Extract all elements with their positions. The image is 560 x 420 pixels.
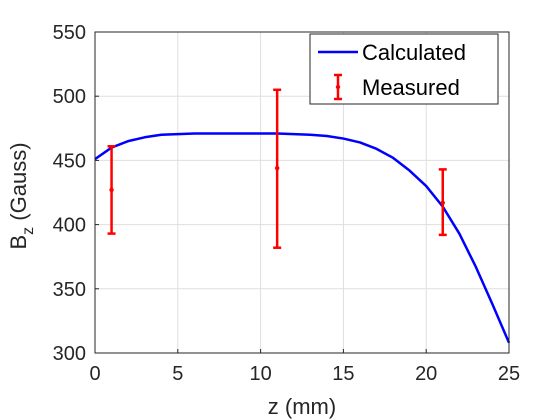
legend-label-measured: Measured bbox=[362, 75, 460, 100]
x-tick-label: 15 bbox=[332, 363, 354, 385]
ticks bbox=[94, 31, 510, 354]
x-tick-label: 25 bbox=[498, 363, 520, 385]
errorbar-measured bbox=[438, 168, 447, 237]
x-tick-label: 5 bbox=[172, 363, 183, 385]
x-tick-label: 0 bbox=[89, 363, 100, 385]
measured-point bbox=[440, 200, 445, 205]
legend: Calculated Measured bbox=[309, 33, 499, 105]
x-tick-label: 20 bbox=[415, 363, 437, 385]
tick-labels: 0 5 10 15 20 25 300 350 400 450 500 550 bbox=[53, 22, 521, 385]
y-tick-label: 450 bbox=[53, 150, 86, 172]
y-tick-label: 550 bbox=[53, 22, 86, 44]
legend-label-calculated: Calculated bbox=[362, 40, 466, 65]
measured-point bbox=[274, 165, 280, 171]
y-tick-label: 500 bbox=[53, 86, 86, 108]
y-axis-title-base: B bbox=[6, 235, 31, 250]
y-tick-label: 400 bbox=[53, 215, 86, 237]
y-axis-title-subscript: z bbox=[20, 227, 37, 235]
series-layer bbox=[94, 88, 511, 344]
series-line-calculated bbox=[94, 132, 511, 344]
legend-box bbox=[309, 33, 499, 105]
y-tick-label: 300 bbox=[53, 343, 86, 365]
errorbar-measured bbox=[107, 145, 116, 235]
legend-marker-measured bbox=[335, 84, 341, 90]
measured-point bbox=[109, 187, 114, 193]
y-axis-title-rest: (Gauss) bbox=[6, 142, 31, 226]
x-axis-title: z (mm) bbox=[268, 394, 336, 419]
y-axis-title: Bz (Gauss) bbox=[6, 142, 37, 249]
plot-frame bbox=[94, 31, 510, 354]
errorbar-measured bbox=[273, 88, 282, 249]
y-tick-label: 350 bbox=[53, 279, 86, 301]
x-tick-label: 10 bbox=[249, 363, 271, 385]
